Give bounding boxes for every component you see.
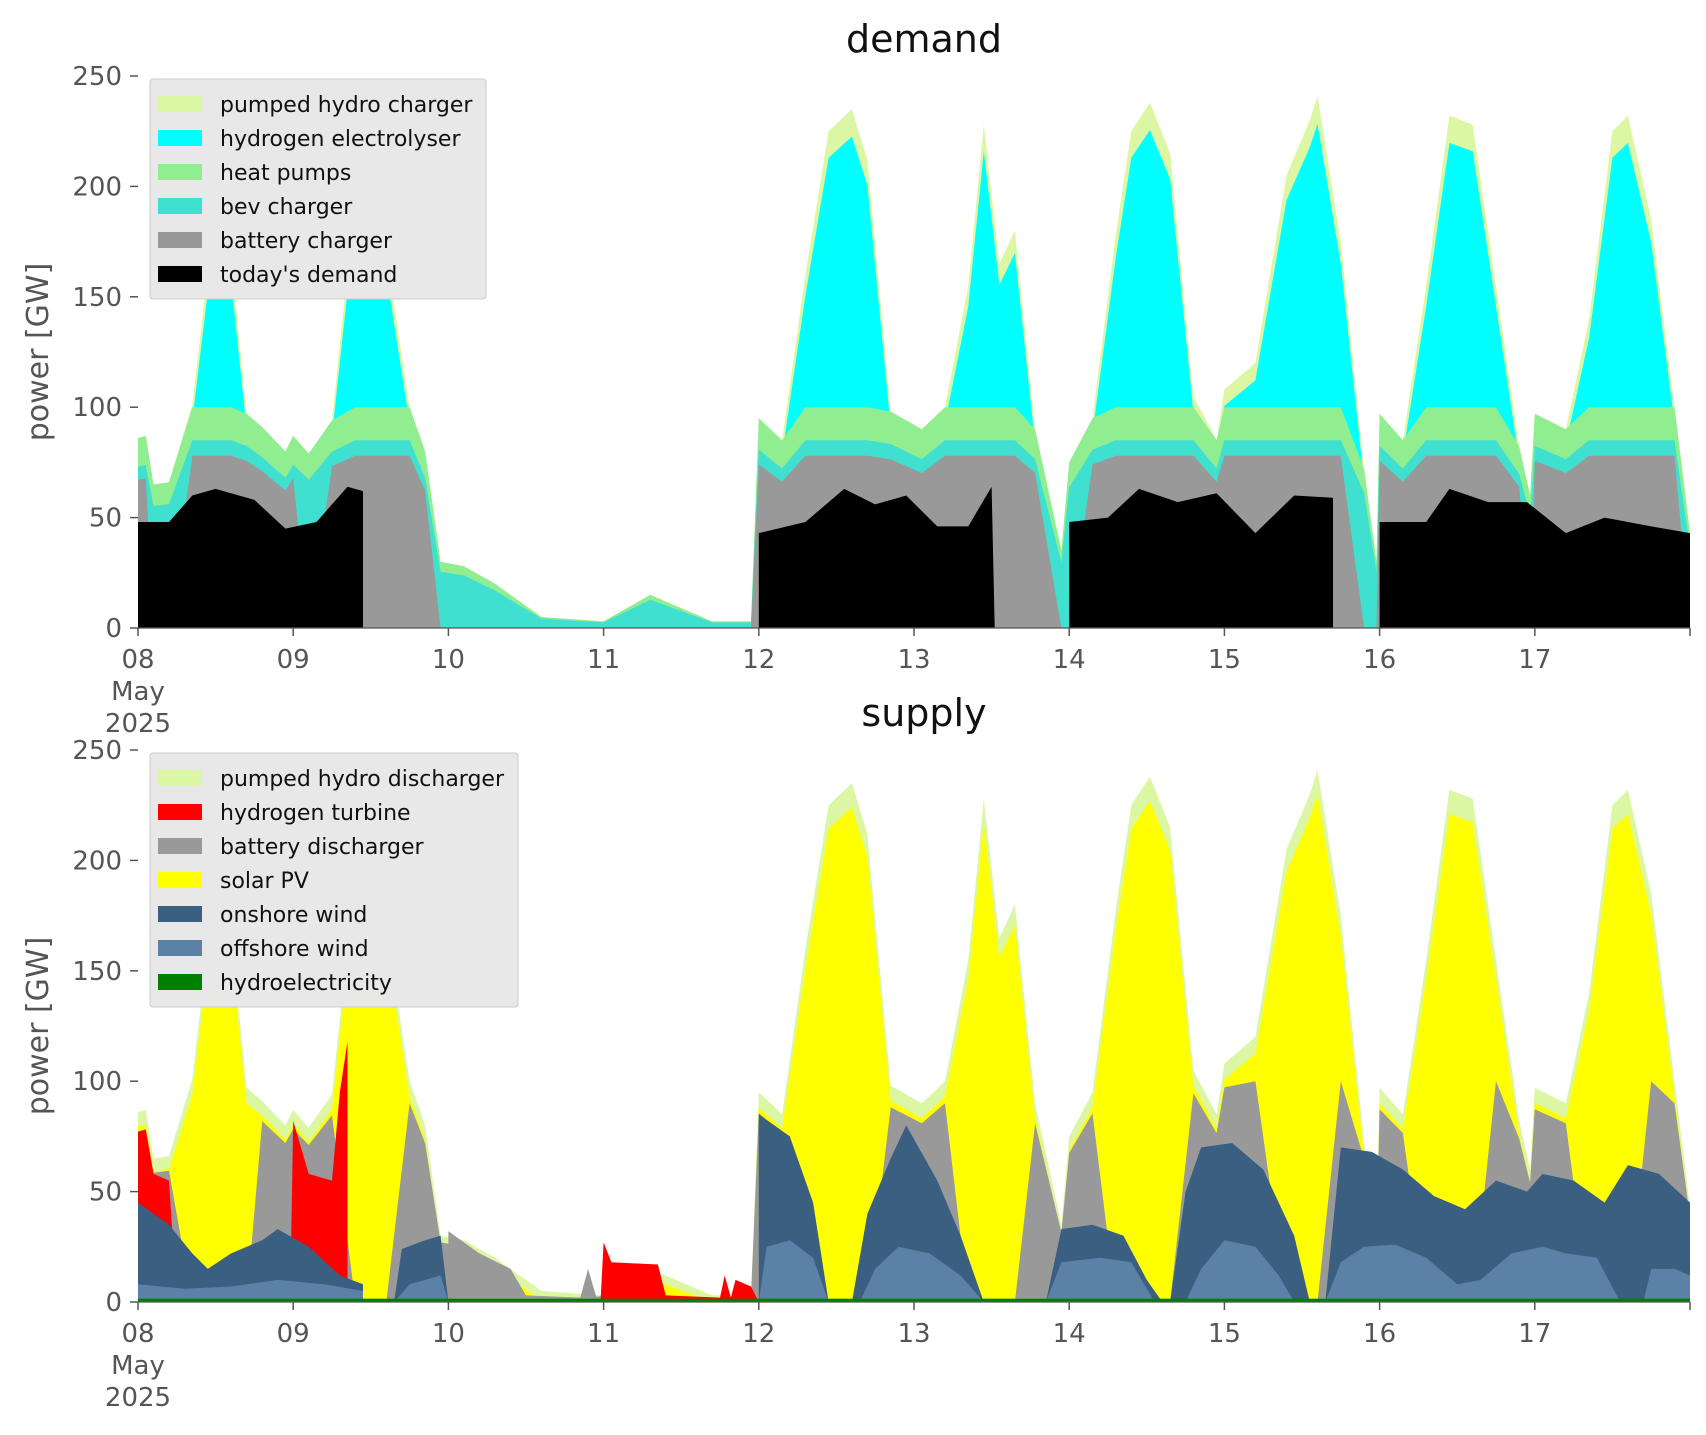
area-solar-pv <box>138 794 1690 1302</box>
legend-swatch <box>158 232 202 248</box>
chart-title: demand <box>846 17 1002 61</box>
legend-label: hydrogen electrolyser <box>220 127 461 152</box>
y-tick-label: 250 <box>72 62 122 92</box>
legend-label: heat pumps <box>220 161 351 186</box>
y-tick-label: 150 <box>72 957 122 987</box>
area-battery-discharger-tail <box>448 1231 601 1302</box>
x-tick-label: 08 <box>121 645 154 675</box>
legend-label: pumped hydro discharger <box>220 767 505 792</box>
y-axis-label: power [GW] <box>21 263 56 442</box>
y-tick-label: 200 <box>72 846 122 876</box>
x-tick-label: 12 <box>742 645 775 675</box>
legend-box <box>149 78 487 300</box>
legend-swatch <box>158 96 202 112</box>
legend-label: solar PV <box>220 869 309 894</box>
legend-swatch <box>158 872 202 888</box>
area-offshore-wind <box>138 1240 1690 1302</box>
legend-label: offshore wind <box>220 937 369 962</box>
chart-panel-demand: demand power [GW] 0 50 100 150 200 250 08 09 10 11 1… <box>21 17 1691 739</box>
y-axis-label: power [GW] <box>21 937 56 1116</box>
area-hydroelectricity <box>138 1298 1690 1302</box>
x-tick-label: 08 <box>121 1319 154 1349</box>
x-tick-label: 17 <box>1518 645 1551 675</box>
x-tick-label: 14 <box>1053 1319 1086 1349</box>
x-tick-label: 13 <box>897 645 930 675</box>
x-tick-label: 09 <box>277 1319 310 1349</box>
legend-label: hydroelectricity <box>220 971 392 996</box>
legend-swatch <box>158 198 202 214</box>
area-hydrogen-turbine-2 <box>290 1041 348 1302</box>
x-tick-label: 14 <box>1053 645 1086 675</box>
legend-swatch <box>158 838 202 854</box>
x-tick-label: 13 <box>897 1319 930 1349</box>
x-tick-label: 10 <box>432 1319 465 1349</box>
area-onshore-wind <box>138 1114 1690 1302</box>
area-hydrogen-turbine-3 <box>600 1242 759 1302</box>
x-tick-year: 2025 <box>105 709 171 739</box>
x-tick-month: May <box>111 1351 165 1381</box>
legend-swatch <box>158 906 202 922</box>
x-tick-label: 15 <box>1208 645 1241 675</box>
y-tick-label: 100 <box>72 1067 122 1097</box>
x-tick-label: 11 <box>587 645 620 675</box>
legend-swatch <box>158 940 202 956</box>
x-tick-label: 12 <box>742 1319 775 1349</box>
legend-label: battery discharger <box>220 835 425 860</box>
x-tick-label: 09 <box>277 645 310 675</box>
legend-label: battery charger <box>220 229 393 254</box>
y-tick-label: 150 <box>72 283 122 313</box>
y-tick-label: 250 <box>72 736 122 766</box>
x-tick-month: May <box>111 677 165 707</box>
legend-label: bev charger <box>220 195 353 220</box>
y-tick-label: 0 <box>105 1288 122 1318</box>
x-tick-label: 16 <box>1363 1319 1396 1349</box>
legend-box <box>149 752 519 1008</box>
legend: pumped hydro charger hydrogen electrolyse… <box>149 78 487 300</box>
legend-label: hydrogen turbine <box>220 801 411 826</box>
legend-label: pumped hydro charger <box>220 93 473 118</box>
area-todays-demand <box>138 486 1690 628</box>
legend-swatch <box>158 266 202 282</box>
legend-swatch <box>158 130 202 146</box>
x-tick-label: 11 <box>587 1319 620 1349</box>
legend-label: today's demand <box>220 263 397 288</box>
chart-panel-supply: supply power [GW] 0 50 100 150 200 250 08 09 10 11 1… <box>21 691 1691 1413</box>
x-tick-label: 16 <box>1363 645 1396 675</box>
legend-swatch <box>158 974 202 990</box>
y-tick-label: 100 <box>72 393 122 423</box>
x-tick-label: 10 <box>432 645 465 675</box>
x-tick-year: 2025 <box>105 1383 171 1413</box>
x-tick-label: 17 <box>1518 1319 1551 1349</box>
y-tick-label: 50 <box>89 504 122 534</box>
legend-swatch <box>158 770 202 786</box>
y-tick-label: 50 <box>89 1178 122 1208</box>
x-tick-label: 15 <box>1208 1319 1241 1349</box>
legend-swatch <box>158 164 202 180</box>
y-tick-label: 200 <box>72 172 122 202</box>
legend-swatch <box>158 804 202 820</box>
legend-label: onshore wind <box>220 903 367 928</box>
legend: pumped hydro discharger hydrogen turbine b… <box>149 752 519 1008</box>
y-tick-label: 0 <box>105 614 122 644</box>
chart-title: supply <box>861 691 986 735</box>
